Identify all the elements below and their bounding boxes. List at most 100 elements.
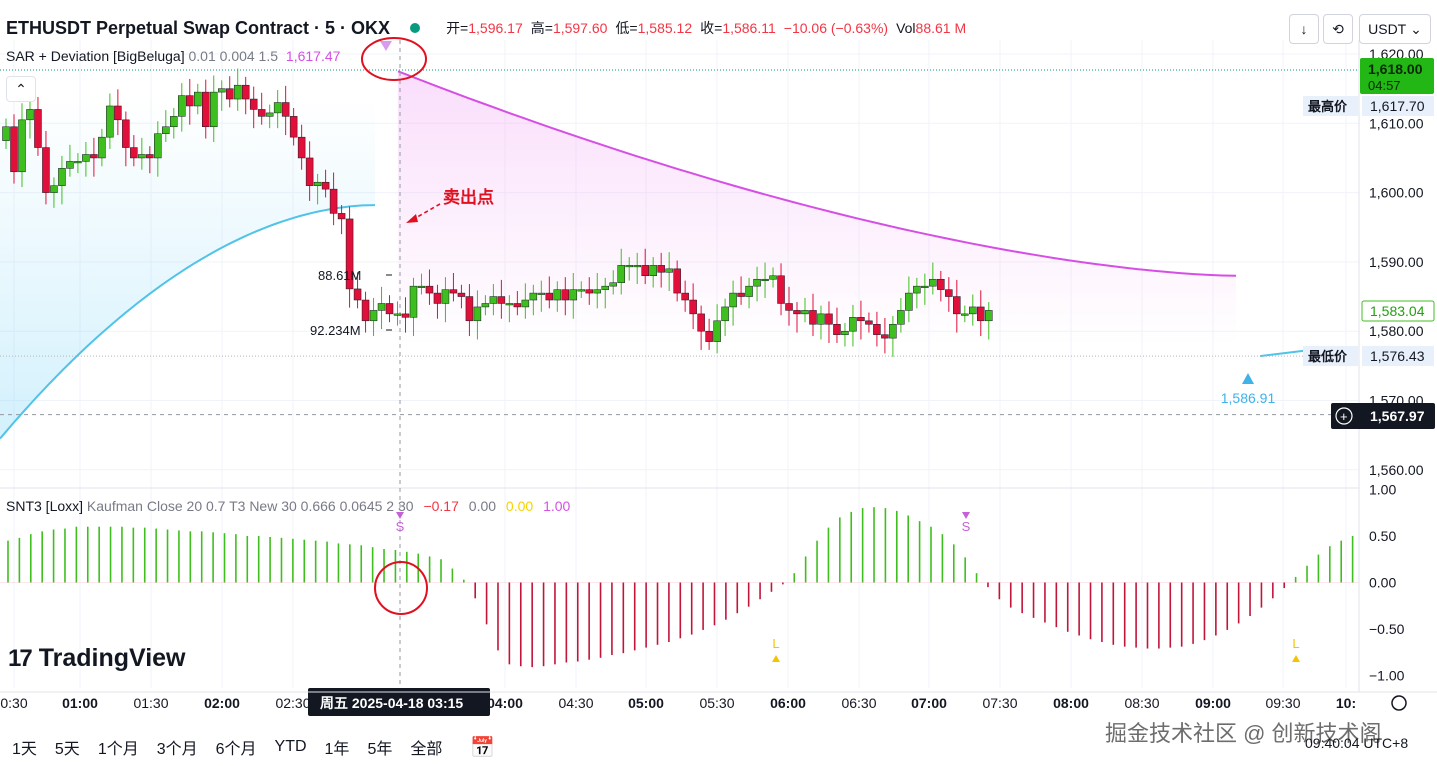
candle-26 xyxy=(209,91,218,128)
range-ytd[interactable]: YTD xyxy=(274,738,307,755)
collapse-legend-button[interactable]: ⌃ xyxy=(6,76,36,102)
range-3m[interactable]: 3个月 xyxy=(156,741,198,758)
candle-5 xyxy=(42,147,50,193)
range-all[interactable]: 全部 xyxy=(410,741,443,758)
candle-16 xyxy=(130,147,138,159)
candle-92 xyxy=(737,292,745,297)
candle-69 xyxy=(553,289,562,301)
candle-91 xyxy=(729,292,737,308)
candle-122 xyxy=(977,306,985,322)
candle-73 xyxy=(585,289,594,294)
candle-11 xyxy=(90,154,98,159)
candle-23 xyxy=(186,95,194,107)
time-tick-10: 06:30 xyxy=(841,695,876,711)
candle-50 xyxy=(401,313,410,318)
candle-0 xyxy=(2,126,10,141)
candle-37 xyxy=(297,136,306,159)
candle-119 xyxy=(953,296,961,315)
time-tick-9: 06:00 xyxy=(770,695,806,711)
refresh-icon: ⟲ xyxy=(1332,20,1344,37)
candle-38 xyxy=(305,157,314,186)
candle-31 xyxy=(249,98,258,110)
high-value-bg xyxy=(1362,96,1434,116)
candle-53 xyxy=(425,285,434,294)
currency-select[interactable]: USDT ⌄ xyxy=(1359,14,1431,44)
candle-65 xyxy=(521,299,530,308)
time-tick-12: 07:30 xyxy=(982,695,1017,711)
replay-button[interactable]: ⟲ xyxy=(1323,14,1353,44)
price-tick-4: 1,600.00 xyxy=(1369,185,1424,201)
candle-8 xyxy=(66,161,74,169)
candle-120 xyxy=(961,313,969,316)
snt3-indicator-legend[interactable]: SNT3 [Loxx] Kaufman Close 20 0.7 T3 New … xyxy=(6,498,570,514)
candle-67 xyxy=(537,292,546,295)
snt3-value-3: 0.00 xyxy=(505,498,534,514)
candle-109 xyxy=(873,324,881,335)
candle-30 xyxy=(241,84,250,100)
candle-102 xyxy=(817,313,825,325)
candle-34 xyxy=(273,102,282,114)
candle-106 xyxy=(849,317,857,332)
time-tick-14: 08:30 xyxy=(1124,695,1159,711)
candle-93 xyxy=(745,285,753,297)
download-button[interactable]: ↓ xyxy=(1289,14,1319,44)
candle-100 xyxy=(801,310,809,315)
range-1m[interactable]: 1个月 xyxy=(97,741,139,758)
candle-15 xyxy=(122,119,130,148)
candle-68 xyxy=(545,292,554,301)
candle-114 xyxy=(913,285,921,294)
low-label: 低= xyxy=(615,20,638,36)
candle-82 xyxy=(657,265,665,273)
candle-36 xyxy=(289,116,298,138)
sar-indicator-name: SAR + Deviation [BigBeluga] xyxy=(6,48,185,64)
time-tick-11: 07:00 xyxy=(911,695,947,711)
sar-indicator-legend[interactable]: SAR + Deviation [BigBeluga] 0.01 0.004 1… xyxy=(6,48,340,64)
candle-56 xyxy=(449,289,458,294)
tradingview-logo[interactable]: 17 TradingView xyxy=(8,644,186,672)
candle-4 xyxy=(34,109,42,148)
range-1d[interactable]: 1天 xyxy=(12,741,37,758)
deviation-line xyxy=(397,70,1237,277)
range-5d[interactable]: 5天 xyxy=(54,741,80,758)
candle-52 xyxy=(417,285,426,288)
candle-71 xyxy=(569,289,578,301)
candle-54 xyxy=(433,292,442,304)
candle-17 xyxy=(138,154,146,159)
high-value: 1,597.60 xyxy=(552,20,608,36)
candle-7 xyxy=(58,168,66,186)
candle-77 xyxy=(617,265,625,283)
candle-110 xyxy=(881,334,889,339)
range-5y[interactable]: 5年 xyxy=(367,741,393,758)
candle-18 xyxy=(146,154,154,159)
calendar-icon[interactable]: 📅 xyxy=(470,736,496,759)
settings-gear-icon xyxy=(1391,695,1407,711)
close-value: 1,586.11 xyxy=(722,20,776,36)
candle-75 xyxy=(601,285,609,290)
candle-84 xyxy=(673,268,681,294)
candle-97 xyxy=(777,275,785,304)
candle-33 xyxy=(265,112,274,117)
low-value: 1,585.12 xyxy=(637,20,693,36)
candle-96 xyxy=(769,275,777,280)
candle-79 xyxy=(633,265,641,268)
range-6m[interactable]: 6个月 xyxy=(215,741,257,758)
symbol-title[interactable]: ETHUSDT Perpetual Swap Contract · 5 · OK… xyxy=(6,17,391,38)
range-1y[interactable]: 1年 xyxy=(324,741,350,758)
snt3-value-2: 0.00 xyxy=(468,498,497,514)
time-tick-4: 02:30 xyxy=(275,695,310,711)
time-tick-1: 01:00 xyxy=(62,695,98,711)
utc-clock[interactable]: 09:40:04 UTC+8 xyxy=(1305,735,1409,751)
candle-48 xyxy=(385,303,394,315)
candle-32 xyxy=(257,109,266,117)
candle-89 xyxy=(713,320,721,342)
candle-83 xyxy=(665,268,673,273)
candle-86 xyxy=(689,299,697,315)
osc-tick-3: −0.50 xyxy=(1369,621,1405,637)
candle-45 xyxy=(361,299,370,322)
high-label-bg xyxy=(1303,96,1358,116)
highlight-circle-osc xyxy=(374,561,428,615)
candle-63 xyxy=(505,303,514,306)
candle-14 xyxy=(114,105,122,121)
candle-61 xyxy=(489,296,498,304)
